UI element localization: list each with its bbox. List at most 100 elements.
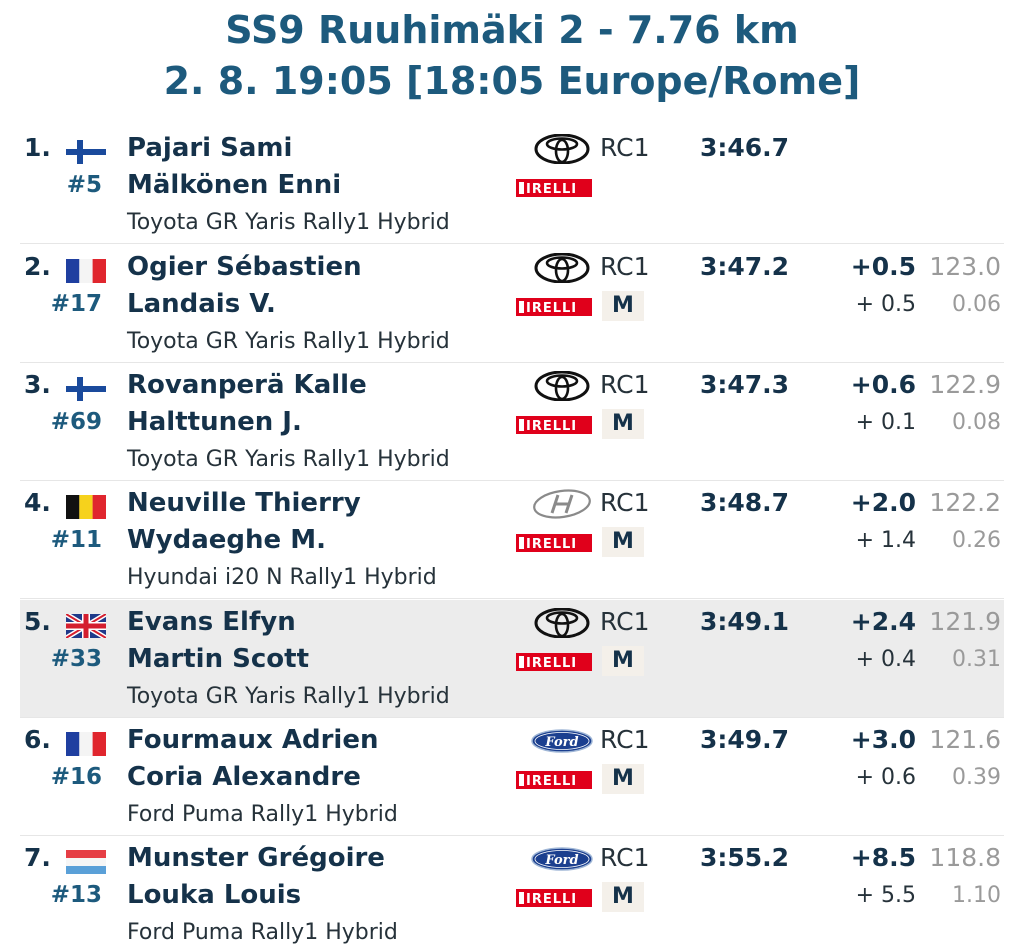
class-label: RC1 [600,607,650,636]
stage-title: SS9 Ruuhimäki 2 - 7.76 km [225,8,799,52]
pirelli-logo-text: IRELLI [526,656,577,671]
result-row[interactable]: 6. #16 Fourmaux Adrien Coria Alexandre F… [20,718,1004,836]
pirelli-logo-icon: IRELLI [516,889,592,907]
tyre-badge: M [602,646,644,676]
result-row[interactable]: 1. #5 Pajari Sami Mälkönen Enni Toyota G… [20,126,1004,244]
result-row[interactable]: 5. #33 Evans Elfyn Martin Scott Toyota G… [20,600,1004,718]
gap-to-leader: +0.6 [850,370,916,399]
tyre-badge: M [602,291,644,321]
result-row[interactable]: 3. #69 Rovanperä Kalle Halttunen J. Toyo… [20,363,1004,481]
seconds-per-km: 0.08 [952,410,1001,435]
tyre-badge: M [602,882,644,912]
codriver-name[interactable]: Martin Scott [127,644,309,674]
driver-name[interactable]: Fourmaux Adrien [127,725,379,755]
position: 4. [24,488,51,517]
driver-name[interactable]: Ogier Sébastien [127,252,362,282]
codriver-name[interactable]: Wydaeghe M. [127,525,326,555]
stage-time: 3:47.2 [700,252,790,281]
position: 7. [24,843,51,872]
gap-to-previous: + 0.1 [855,410,916,435]
gap-to-leader: +2.4 [850,607,916,636]
position: 1. [24,133,51,162]
driver-name[interactable]: Rovanperä Kalle [127,370,367,400]
toyota-logo-icon [532,370,592,402]
pirelli-logo-icon: IRELLI [516,534,592,552]
driver-name[interactable]: Neuville Thierry [127,488,361,518]
codriver-name[interactable]: Louka Louis [127,880,302,910]
driver-name[interactable]: Evans Elfyn [127,607,296,637]
class-label: RC1 [600,488,650,517]
position: 3. [24,370,51,399]
pirelli-logo-icon: IRELLI [516,298,592,316]
pirelli-logo-text: IRELLI [526,182,577,197]
car-number: #13 [50,882,102,908]
car-number: #11 [50,527,102,553]
position: 5. [24,607,51,636]
hyundai-logo-icon [532,489,592,519]
gap-to-leader: +2.0 [850,488,916,517]
car-model: Toyota GR Yaris Rally1 Hybrid [127,210,450,235]
result-row[interactable]: 4. #11 Neuville Thierry Wydaeghe M. Hyun… [20,481,1004,599]
gap-to-leader: +3.0 [850,725,916,754]
uk-flag-icon [64,611,108,641]
tyre-badge: M [602,764,644,794]
finland-flag-icon [66,140,106,164]
stage-time: 3:49.7 [700,725,790,754]
stage-time: 3:46.7 [700,133,790,162]
stage-datetime: 2. 8. 19:05 [18:05 Europe/Rome] [163,59,861,103]
codriver-name[interactable]: Halttunen J. [127,407,302,437]
ford-logo-icon: Ford [530,844,593,874]
ford-logo-icon: Ford [530,726,593,756]
gap-to-leader: +8.5 [850,843,916,872]
car-model: Ford Puma Rally1 Hybrid [127,802,398,827]
belgium-flag-icon [66,495,106,519]
pirelli-logo-icon: IRELLI [516,653,592,671]
seconds-per-km: 1.10 [952,883,1001,908]
stage-time: 3:49.1 [700,607,790,636]
seconds-per-km: 0.26 [952,528,1001,553]
class-label: RC1 [600,252,650,281]
codriver-name[interactable]: Coria Alexandre [127,762,361,792]
finland-flag-icon [66,377,106,401]
average-speed: 118.8 [929,843,1001,872]
position: 2. [24,252,51,281]
car-number: #5 [66,172,102,198]
car-model: Hyundai i20 N Rally1 Hybrid [127,565,437,590]
average-speed: 122.2 [929,488,1001,517]
pirelli-logo-text: IRELLI [526,537,577,552]
car-number: #17 [50,291,102,317]
toyota-logo-icon [532,133,592,165]
class-label: RC1 [600,843,650,872]
gap-to-previous: + 1.4 [855,528,916,553]
seconds-per-km: 0.39 [952,765,1001,790]
seconds-per-km: 0.06 [952,292,1001,317]
result-row[interactable]: 7. #13 Munster Grégoire Louka Louis Ford… [20,836,1004,948]
result-row[interactable]: 2. #17 Ogier Sébastien Landais V. Toyota… [20,245,1004,363]
class-label: RC1 [600,133,650,162]
average-speed: 122.9 [929,370,1001,399]
gap-to-previous: + 0.4 [855,647,916,672]
car-model: Toyota GR Yaris Rally1 Hybrid [127,329,450,354]
codriver-name[interactable]: Landais V. [127,289,276,319]
france-flag-icon [66,732,106,756]
gap-to-previous: + 0.6 [855,765,916,790]
gap-to-previous: + 5.5 [855,883,916,908]
gap-to-leader: +0.5 [850,252,916,281]
car-model: Toyota GR Yaris Rally1 Hybrid [127,684,450,709]
car-number: #16 [50,764,102,790]
driver-name[interactable]: Munster Grégoire [127,843,385,873]
codriver-name[interactable]: Mälkönen Enni [127,170,342,200]
class-label: RC1 [600,725,650,754]
position: 6. [24,725,51,754]
car-number: #33 [50,646,102,672]
france-flag-icon [66,259,106,283]
luxembourg-flag-icon [66,850,106,874]
driver-name[interactable]: Pajari Sami [127,133,293,163]
pirelli-logo-text: IRELLI [526,892,577,907]
gap-to-previous: + 0.5 [855,292,916,317]
toyota-logo-icon [532,252,592,284]
tyre-badge: M [602,527,644,557]
toyota-logo-icon [532,607,592,639]
stage-time: 3:48.7 [700,488,790,517]
seconds-per-km: 0.31 [952,647,1001,672]
